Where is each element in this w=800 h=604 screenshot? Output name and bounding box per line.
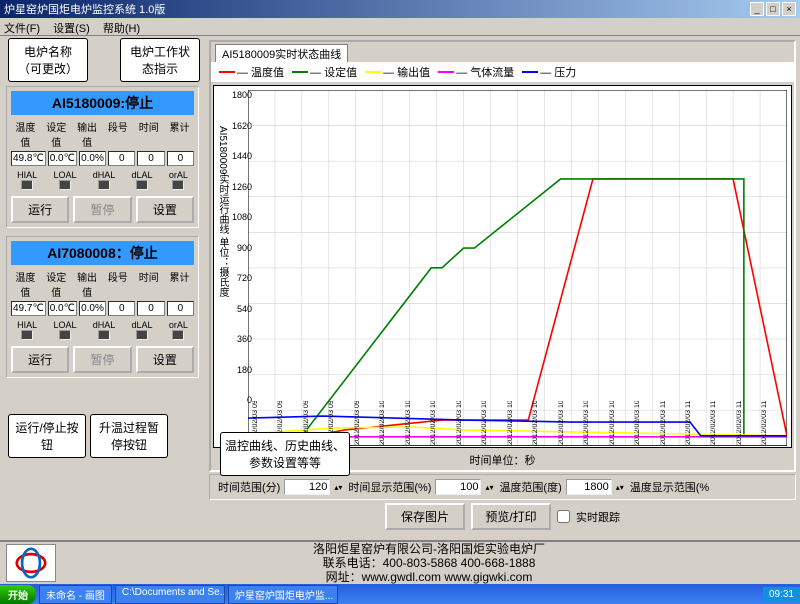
col-label: 累计 — [165, 119, 194, 149]
run-button[interactable]: 运行 — [11, 196, 69, 223]
legend-item: — 输出值 — [365, 64, 430, 80]
callout-state: 电炉工作状态指示 — [120, 38, 200, 82]
footer: 洛阳炬星窑炉有限公司-洛阳国炬实验电炉厂 联系电话：400-803-5868 4… — [0, 540, 800, 584]
indicator: LOAL — [53, 320, 76, 340]
col-label: 段号 — [103, 269, 132, 299]
callout-name: 电炉名称（可更改） — [8, 38, 88, 82]
chart-frame: AI5180009实时状态曲线 — 温度值 — 设定值 — 输出值 — 气体流量 — 压… — [209, 40, 796, 472]
furnace-panel-1: AI5180009:停止 温度值设定值输出值段号时间累计 49.8℃0.0℃0.… — [6, 86, 199, 228]
footer-line1: 洛阳炬星窑炉有限公司-洛阳国炬实验电炉厂 — [64, 542, 794, 556]
temp-range-label: 温度范围(度) — [499, 479, 561, 495]
spinner-icon[interactable]: ▴▾ — [485, 483, 495, 492]
preview-button[interactable]: 预览/打印 — [471, 503, 551, 530]
legend-item: — 压力 — [522, 64, 576, 80]
col-label: 段号 — [103, 119, 132, 149]
save-button[interactable]: 保存图片 — [385, 503, 465, 530]
col-label: 温度值 — [11, 269, 40, 299]
col-label: 温度值 — [11, 119, 40, 149]
taskbar-item[interactable]: 未命名 - 画图 — [39, 585, 112, 604]
titlebar: 炉星窑炉国炬电炉监控系统 1.0版 _ □ × — [0, 0, 800, 18]
time-disp-label: 时间显示范围(%) — [348, 479, 431, 495]
col-label: 设定值 — [42, 119, 71, 149]
spinner-icon[interactable]: ▴▾ — [334, 483, 344, 492]
indicator: LOAL — [53, 170, 76, 190]
temp-range-input[interactable]: 1800 — [566, 479, 612, 495]
spinner-icon[interactable]: ▴▾ — [616, 483, 626, 492]
menu-help[interactable]: 帮助(H) — [103, 23, 140, 35]
value-box: 0 — [137, 301, 164, 316]
chart-legend: — 温度值 — 设定值 — 输出值 — 气体流量 — 压力 — [211, 62, 794, 83]
value-box: 0 — [167, 301, 194, 316]
chart-svg — [248, 90, 787, 446]
menubar: 文件(F) 设置(S) 帮助(H) — [0, 18, 800, 36]
chart-body: AI5180009实时运行曲线 单位：摄氏度 18001620144012601… — [213, 85, 792, 448]
menu-file[interactable]: 文件(F) — [4, 23, 40, 35]
value-box: 0.0℃ — [48, 151, 77, 166]
col-label: 时间 — [134, 119, 163, 149]
value-box: 0.0% — [79, 151, 106, 166]
indicator: orAL — [169, 320, 188, 340]
time-range-input[interactable]: 120 — [284, 479, 330, 495]
value-box: 0 — [167, 151, 194, 166]
value-box: 0.0℃ — [48, 301, 77, 316]
start-button[interactable]: 开始 — [0, 585, 36, 604]
run-button[interactable]: 运行 — [11, 346, 69, 373]
taskbar-item[interactable]: 炉星窑炉国炬电炉监... — [228, 585, 338, 604]
value-box: 49.8℃ — [11, 151, 46, 166]
value-box: 49.7℃ — [11, 301, 46, 316]
value-box: 0.0% — [79, 301, 106, 316]
chart-tab[interactable]: AI5180009实时状态曲线 — [215, 44, 348, 63]
col-label: 累计 — [165, 269, 194, 299]
value-box: 0 — [108, 151, 135, 166]
set-button[interactable]: 设置 — [136, 196, 194, 223]
furnace-panel-2: AI7080008：停止 温度值设定值输出值段号时间累计 49.7℃0.0℃0.… — [6, 236, 199, 378]
footer-line3: 网址：www.gwdl.com www.gigwki.com — [64, 570, 794, 584]
value-box: 0 — [137, 151, 164, 166]
legend-item: — 设定值 — [292, 64, 357, 80]
indicator: HIAL — [17, 170, 37, 190]
legend-item: — 温度值 — [219, 64, 284, 80]
track-label: 实时跟踪 — [576, 509, 620, 525]
callout-run: 运行/停止按钮 — [8, 414, 86, 458]
indicator: dHAL — [93, 320, 116, 340]
track-checkbox[interactable] — [557, 510, 570, 523]
panel1-title: AI5180009:停止 — [11, 91, 194, 115]
col-label: 设定值 — [42, 269, 71, 299]
indicator: dHAL — [93, 170, 116, 190]
menu-settings[interactable]: 设置(S) — [53, 23, 90, 35]
indicator: dLAL — [132, 320, 153, 340]
logo-icon — [6, 544, 56, 582]
time-range-label: 时间范围(分) — [218, 479, 280, 495]
indicator: orAL — [169, 170, 188, 190]
pause-button[interactable]: 暂停 — [73, 346, 131, 373]
indicator: dLAL — [132, 170, 153, 190]
left-column: 电炉名称（可更改） 电炉工作状态指示 AI5180009:停止 温度值设定值输出… — [0, 36, 205, 540]
footer-line2: 联系电话：400-803-5868 400-668-1888 — [64, 556, 794, 570]
time-disp-input[interactable]: 100 — [435, 479, 481, 495]
tray-clock: 09:31 — [763, 587, 800, 602]
indicator: HIAL — [17, 320, 37, 340]
col-label: 输出值 — [73, 119, 102, 149]
taskbar-item[interactable]: C:\Documents and Se... — [115, 585, 225, 604]
max-icon[interactable]: □ — [766, 2, 780, 16]
taskbar: 开始 未命名 - 画图C:\Documents and Se...炉星窑炉国炬电… — [0, 584, 800, 604]
panel2-title: AI7080008：停止 — [11, 241, 194, 265]
min-icon[interactable]: _ — [750, 2, 764, 16]
set-button[interactable]: 设置 — [136, 346, 194, 373]
window-title: 炉星窑炉国炬电炉监控系统 1.0版 — [4, 1, 748, 17]
callout-curve: 温控曲线、历史曲线、参数设置等等 — [220, 432, 350, 476]
temp-disp-label: 温度显示范围(% — [630, 479, 709, 495]
col-label: 输出值 — [73, 269, 102, 299]
legend-item: — 气体流量 — [438, 64, 514, 80]
control-row: 时间范围(分) 120 ▴▾ 时间显示范围(%) 100 ▴▾ 温度范围(度) 18… — [209, 474, 796, 500]
col-label: 时间 — [134, 269, 163, 299]
callout-pause: 升温过程暂停按钮 — [90, 414, 168, 458]
pause-button[interactable]: 暂停 — [73, 196, 131, 223]
y-axis-label: AI5180009实时运行曲线 单位：摄氏度 — [216, 126, 230, 297]
value-box: 0 — [108, 301, 135, 316]
close-icon[interactable]: × — [782, 2, 796, 16]
